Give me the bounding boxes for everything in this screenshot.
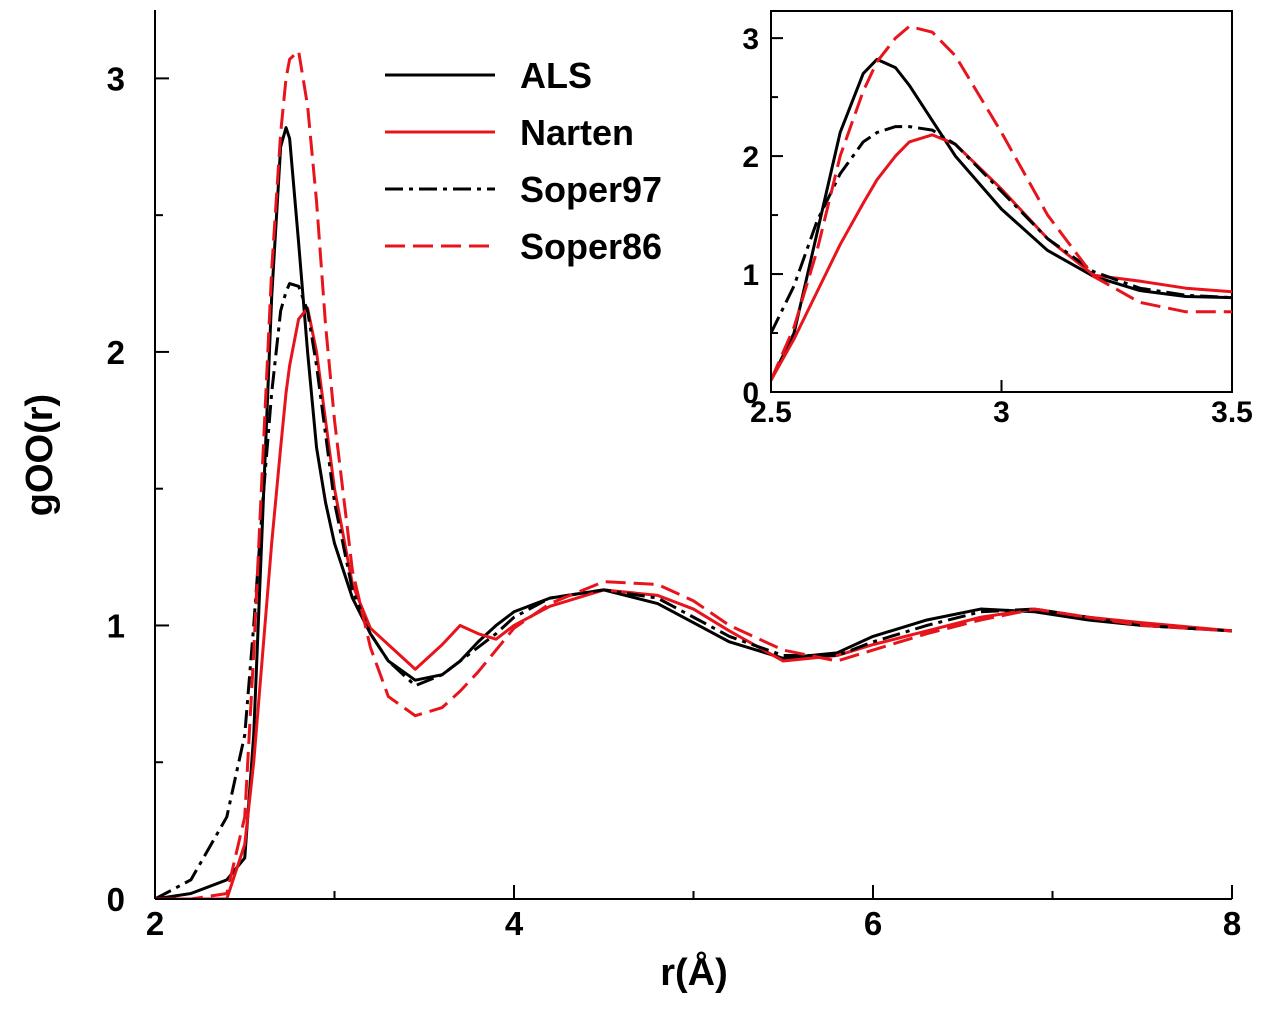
x-tick-label: 8 (1223, 905, 1241, 942)
data-line (771, 57, 1232, 381)
data-line (771, 133, 1232, 381)
data-line (155, 126, 1232, 899)
y-tick-label: 0 (107, 881, 125, 918)
data-line (771, 125, 1232, 334)
data-line (155, 306, 1232, 899)
inset-frame (770, 10, 1233, 393)
data-line (155, 49, 1232, 899)
data-line (155, 282, 1232, 899)
y-axis-label: gOO(r) (19, 394, 61, 516)
x-axis-label: r(Å) (660, 950, 728, 994)
legend-label: Narten (520, 112, 634, 153)
legend-label: ALS (520, 55, 592, 96)
y-tick-label: 1 (742, 259, 759, 292)
data-line (771, 24, 1232, 381)
y-tick-label: 0 (742, 377, 759, 410)
x-tick-label: 3 (993, 396, 1010, 429)
x-tick-label: 3.5 (1211, 396, 1253, 429)
x-tick-label: 2 (146, 905, 164, 942)
legend-label: Soper86 (520, 226, 662, 267)
y-tick-label: 1 (107, 607, 125, 644)
y-tick-label: 2 (742, 141, 759, 174)
y-tick-label: 3 (742, 23, 759, 56)
legend-label: Soper97 (520, 169, 662, 210)
x-tick-label: 6 (864, 905, 882, 942)
x-tick-label: 4 (505, 905, 524, 942)
y-tick-label: 2 (107, 334, 125, 371)
y-tick-label: 3 (107, 60, 125, 97)
x-tick-label: 2.5 (750, 396, 792, 429)
